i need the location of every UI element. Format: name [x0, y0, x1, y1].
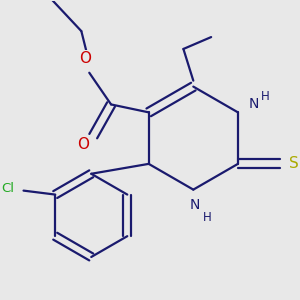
Text: O: O [79, 51, 91, 66]
Text: H: H [203, 211, 212, 224]
Text: Cl: Cl [1, 182, 14, 195]
Text: N: N [249, 98, 259, 111]
Text: O: O [77, 136, 89, 152]
Text: S: S [289, 156, 298, 171]
Text: H: H [261, 90, 270, 103]
Text: N: N [190, 199, 200, 212]
